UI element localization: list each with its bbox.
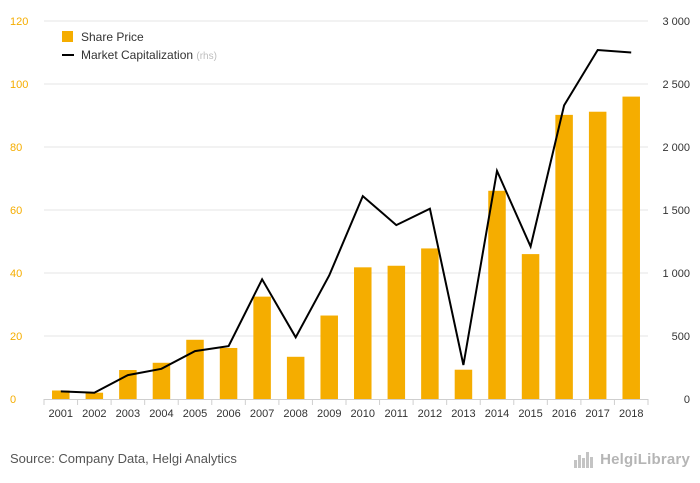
left-axis: 0 20 40 60 80 100 120 — [10, 16, 28, 406]
x-tick-label: 2005 — [183, 408, 207, 420]
share-price-bar — [152, 362, 171, 399]
share-price-bar — [186, 339, 204, 399]
right-tick-label: 2 500 — [662, 79, 690, 91]
x-tick-label: 2015 — [518, 408, 542, 420]
x-tick-label: 2003 — [116, 408, 140, 420]
right-tick-label: 0 — [684, 394, 690, 406]
share-price-bar — [387, 265, 406, 399]
left-tick-label: 60 — [10, 205, 22, 217]
x-tick-label: 2016 — [552, 408, 576, 420]
combo-chart: 0 20 40 60 80 100 120 0 500 1 000 1 500 2 000 2 500… — [10, 16, 690, 420]
share-price-bars — [52, 96, 640, 400]
left-tick-label: 80 — [10, 142, 22, 154]
share-price-bar — [85, 392, 104, 399]
share-price-bar — [52, 390, 70, 399]
gridlines — [44, 20, 648, 337]
share-price-bar — [286, 356, 305, 399]
left-tick-label: 40 — [10, 268, 22, 280]
share-price-bar — [555, 114, 573, 400]
x-tick-label: 2009 — [317, 408, 341, 420]
x-tick-label: 2013 — [451, 408, 475, 420]
right-tick-label: 500 — [672, 331, 690, 343]
helgi-library-logo: HelgiLibrary — [574, 449, 690, 469]
share-price-bar — [521, 254, 540, 399]
x-tick-label: 2004 — [149, 408, 173, 420]
market-cap-line — [60, 48, 632, 394]
right-tick-label: 3 000 — [662, 16, 690, 28]
x-tick-label: 2012 — [418, 408, 442, 420]
logo-text: HelgiLibrary — [600, 450, 690, 468]
x-tick-label: 2002 — [82, 408, 106, 420]
legend-label-market-cap-name: Market Capitalization — [81, 48, 196, 62]
right-tick-label: 2 000 — [662, 142, 690, 154]
share-price-bar — [354, 267, 372, 399]
legend-label-market-cap: Market Capitalization (rhs) — [81, 48, 217, 62]
left-tick-label: 0 — [10, 394, 16, 406]
x-tick-label: 2006 — [216, 408, 240, 420]
x-axis: 2001 2002 2003 2004 2005 2006 2007 2008 2009 2010… — [43, 399, 649, 420]
x-tick-label: 2007 — [250, 408, 274, 420]
share-price-bar — [219, 347, 238, 399]
right-tick-label: 1 500 — [662, 205, 690, 217]
x-tick-label: 2001 — [49, 408, 73, 420]
right-axis: 0 500 1 000 1 500 2 000 2 500 3 000 — [662, 16, 690, 406]
x-tick-label: 2010 — [351, 408, 375, 420]
share-price-bar — [253, 296, 271, 399]
legend-label-share-price: Share Price — [81, 30, 144, 44]
legend-swatch-share-price — [62, 31, 73, 42]
share-price-bar — [488, 190, 506, 399]
left-tick-label: 120 — [10, 16, 28, 28]
city-skyline-icon — [574, 452, 594, 468]
legend-label-market-cap-suffix: (rhs) — [196, 51, 217, 62]
market-cap-line-group — [60, 48, 632, 394]
share-price-bar — [588, 111, 607, 399]
share-price-bar — [320, 315, 338, 399]
x-tick-label: 2018 — [619, 408, 643, 420]
x-tick-label: 2017 — [585, 408, 609, 420]
source-note: Source: Company Data, Helgi Analytics — [10, 451, 237, 466]
x-tick-label: 2008 — [283, 408, 307, 420]
share-price-bar — [421, 248, 439, 399]
share-price-bar — [622, 96, 640, 399]
left-tick-label: 20 — [10, 331, 22, 343]
x-tick-label: 2014 — [485, 408, 509, 420]
x-tick-label: 2011 — [385, 408, 409, 420]
share-price-bar — [454, 369, 473, 399]
right-tick-label: 1 000 — [662, 268, 690, 280]
legend: Share Price Market Capitalization (rhs) — [62, 30, 217, 62]
left-tick-label: 100 — [10, 79, 28, 91]
